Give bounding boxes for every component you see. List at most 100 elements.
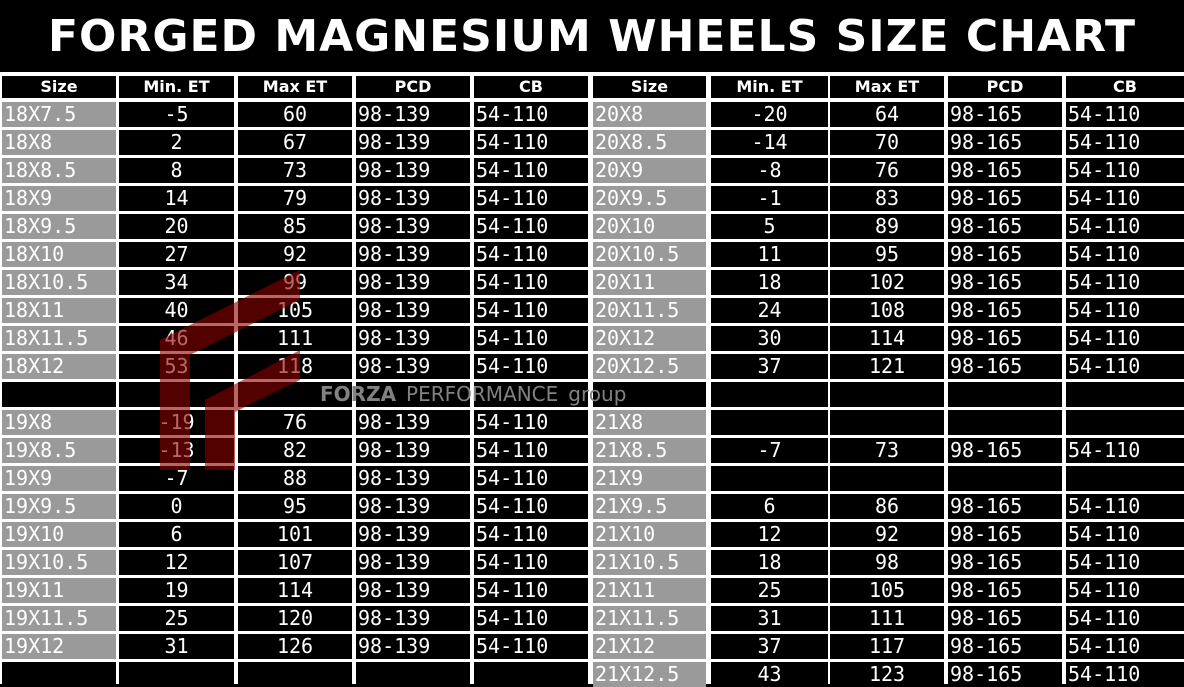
- cell-cb: 54-110: [474, 494, 588, 519]
- cell-cb: 54-110: [1066, 326, 1184, 351]
- cell-min-et: -20: [711, 102, 828, 127]
- cell-pcd: 98-165: [948, 130, 1062, 155]
- cell-pcd: 98-139: [356, 466, 470, 491]
- cell-max-et: 83: [830, 186, 944, 211]
- cell-min-et: 25: [119, 606, 234, 631]
- cell-max-et: 108: [830, 298, 944, 323]
- cell-cb: 54-110: [474, 466, 588, 491]
- cell-size: [2, 382, 116, 407]
- cell-min-et: 8: [119, 158, 234, 183]
- cell-size: 20X12.5: [593, 354, 706, 379]
- cell-pcd: 98-165: [948, 354, 1062, 379]
- cell-cb: 54-110: [474, 270, 588, 295]
- cell-max-et: 88: [238, 466, 352, 491]
- cell-max-et: 85: [238, 214, 352, 239]
- cell-max-et: 126: [238, 634, 352, 659]
- cell-size: 18X9.5: [2, 214, 116, 239]
- cell-max-et: 92: [238, 242, 352, 267]
- cell-cb: 54-110: [1066, 662, 1184, 687]
- cell-max-et: 114: [830, 326, 944, 351]
- cell-cb: 54-110: [1066, 242, 1184, 267]
- cell-size: 19X9.5: [2, 494, 116, 519]
- cell-max-et: [830, 466, 944, 491]
- cell-min-et: 18: [711, 550, 828, 575]
- cell-max-et: 120: [238, 606, 352, 631]
- cell-cb: 54-110: [1066, 550, 1184, 575]
- cell-min-et: -5: [119, 102, 234, 127]
- cell-pcd: 98-139: [356, 270, 470, 295]
- cell-size: 19X8.5: [2, 438, 116, 463]
- cell-cb: [1066, 410, 1184, 435]
- cell-size: [2, 662, 116, 687]
- cell-max-et: 111: [830, 606, 944, 631]
- size-chart-table: Size Min. ET Max ET PCD CB Size Min. ET Max ET P…: [0, 72, 1184, 687]
- cell-min-et: 5: [711, 214, 828, 239]
- cell-pcd: 98-139: [356, 242, 470, 267]
- cell-max-et: 86: [830, 494, 944, 519]
- cell-size: 20X9: [593, 158, 706, 183]
- cell-max-et: 98: [830, 550, 944, 575]
- cell-pcd: 98-139: [356, 186, 470, 211]
- cell-pcd: 98-139: [356, 102, 470, 127]
- cell-max-et: [830, 382, 944, 407]
- cell-pcd: 98-165: [948, 158, 1062, 183]
- cell-size: 20X12: [593, 326, 706, 351]
- cell-cb: 54-110: [474, 326, 588, 351]
- cell-cb: 54-110: [1066, 438, 1184, 463]
- header-min-et: Min. ET: [711, 76, 828, 98]
- cell-size: 18X9: [2, 186, 116, 211]
- cell-min-et: 24: [711, 298, 828, 323]
- cell-cb: 54-110: [1066, 130, 1184, 155]
- header-max-et: Max ET: [830, 76, 944, 98]
- cell-min-et: -7: [711, 438, 828, 463]
- cell-pcd: [948, 410, 1062, 435]
- cell-min-et: 12: [711, 522, 828, 547]
- cell-size: 21X8: [593, 410, 706, 435]
- cell-size: 21X11.5: [593, 606, 706, 631]
- cell-cb: [474, 662, 588, 687]
- cell-pcd: 98-165: [948, 550, 1062, 575]
- cell-size: 19X8: [2, 410, 116, 435]
- cell-size: 21X8.5: [593, 438, 706, 463]
- cell-max-et: 82: [238, 438, 352, 463]
- cell-max-et: 102: [830, 270, 944, 295]
- cell-size: 18X8: [2, 130, 116, 155]
- cell-max-et: 76: [238, 410, 352, 435]
- cell-min-et: -13: [119, 438, 234, 463]
- cell-size: 19X11: [2, 578, 116, 603]
- header-cb: CB: [1066, 76, 1184, 98]
- cell-cb: 54-110: [474, 578, 588, 603]
- cell-max-et: 79: [238, 186, 352, 211]
- cell-max-et: 67: [238, 130, 352, 155]
- page-title: FORGED MAGNESIUM WHEELS SIZE CHART: [47, 10, 1137, 62]
- cell-size: 18X11.5: [2, 326, 116, 351]
- cell-pcd: 98-139: [356, 634, 470, 659]
- cell-cb: 54-110: [474, 354, 588, 379]
- cell-min-et: 40: [119, 298, 234, 323]
- cell-cb: 54-110: [474, 214, 588, 239]
- cell-cb: 54-110: [1066, 214, 1184, 239]
- cell-cb: [1066, 382, 1184, 407]
- cell-min-et: 31: [711, 606, 828, 631]
- cell-pcd: 98-165: [948, 214, 1062, 239]
- cell-min-et: -1: [711, 186, 828, 211]
- cell-cb: 54-110: [1066, 102, 1184, 127]
- cell-max-et: 60: [238, 102, 352, 127]
- cell-cb: 54-110: [1066, 158, 1184, 183]
- cell-max-et: 121: [830, 354, 944, 379]
- cell-size: [593, 382, 706, 407]
- cell-min-et: 20: [119, 214, 234, 239]
- cell-min-et: 6: [119, 522, 234, 547]
- cell-pcd: 98-165: [948, 634, 1062, 659]
- cell-min-et: 30: [711, 326, 828, 351]
- cell-min-et: -7: [119, 466, 234, 491]
- cell-min-et: [119, 662, 234, 687]
- cell-min-et: [711, 382, 828, 407]
- header-size: Size: [593, 76, 706, 98]
- cell-min-et: 18: [711, 270, 828, 295]
- cell-pcd: 98-139: [356, 130, 470, 155]
- cell-size: 19X11.5: [2, 606, 116, 631]
- cell-size: 21X9: [593, 466, 706, 491]
- cell-max-et: 107: [238, 550, 352, 575]
- header-size: Size: [2, 76, 116, 98]
